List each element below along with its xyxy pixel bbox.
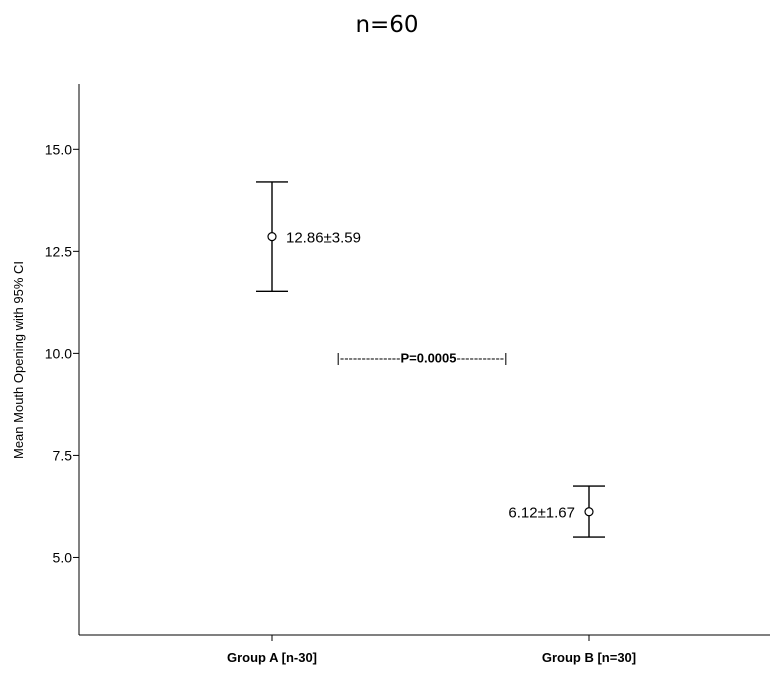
y-tick-label: 10.0 [45, 345, 72, 361]
mean-point [267, 232, 277, 242]
point-value-label: 6.12±1.67 [508, 505, 575, 522]
mean-point [584, 507, 594, 517]
x-category-label: Group B [n=30] [542, 650, 636, 665]
point-value-label: 12.86±3.59 [286, 230, 361, 247]
y-tick-label: 5.0 [53, 549, 73, 565]
chart-title: n=60 [355, 12, 419, 38]
data-marks: 12.86±3.59 6.12±1.67 [256, 181, 605, 538]
p-value-annotation: |--------------P=0.0005-----------| [336, 350, 507, 365]
y-axis-label: Mean Mouth Opening with 95% CI [11, 261, 26, 459]
p-value-suffix: -----------| [457, 350, 508, 365]
error-bar-group: 6.12±1.67 [508, 485, 605, 538]
y-ticks: 5.0 7.5 10.0 12.5 15.0 [45, 141, 79, 565]
x-ticks: Group A [n-30] Group B [n=30] [227, 635, 636, 665]
p-value-text: P=0.0005 [400, 350, 456, 365]
y-tick-label: 12.5 [45, 243, 72, 259]
error-bar-group: 12.86±3.59 [256, 181, 361, 293]
p-value-prefix: |-------------- [336, 350, 400, 365]
axes [78, 84, 770, 636]
y-tick-label: 15.0 [45, 141, 72, 157]
y-tick-label: 7.5 [53, 447, 73, 463]
x-category-label: Group A [n-30] [227, 650, 317, 665]
